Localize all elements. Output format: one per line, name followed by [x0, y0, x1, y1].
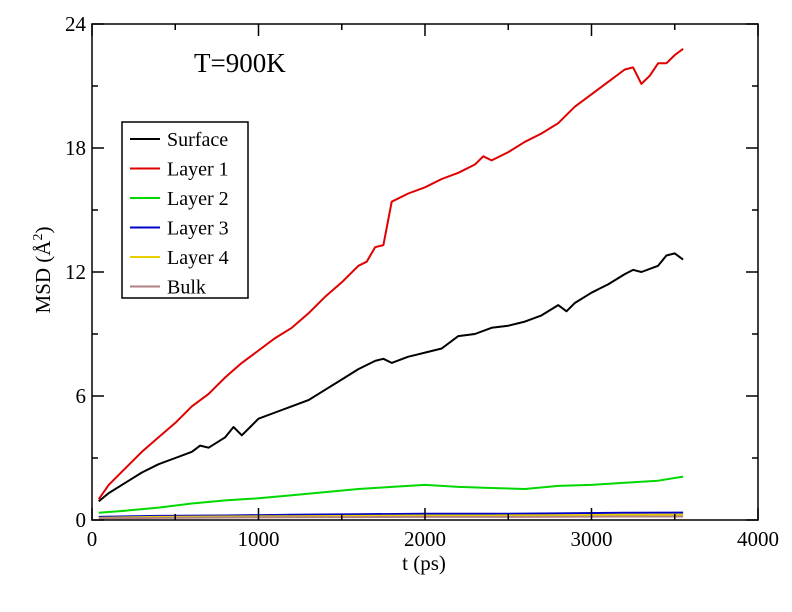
x-axis-label: t (ps): [402, 551, 446, 575]
axis-ticks: 0 1000 2000 3000 4000 0 6 12 18 24: [65, 12, 779, 551]
y-tick-label: 6: [76, 384, 87, 408]
y-axis-label-sup: 2: [31, 234, 46, 241]
series-line-layer-2: [98, 475, 684, 514]
y-axis-label: MSD (Å2): [31, 227, 55, 314]
legend-label-layer-2: Layer 2: [167, 188, 229, 210]
y-axis-label-unit: Å: [31, 240, 55, 256]
x-tick-label: 2000: [404, 527, 446, 551]
x-tick-label: 0: [87, 527, 98, 551]
legend-items: Surface Layer 1 Layer 2 Layer 3 Layer 4 Bulk: [130, 129, 229, 299]
series-line-surface: [98, 252, 684, 503]
legend-box: [121, 121, 249, 299]
y-axis-label-main: MSD (: [31, 256, 55, 314]
legend: Surface Layer 1 Layer 2 Layer 3 Layer 4 Bulk: [121, 121, 249, 299]
y-tick-label: 12: [65, 260, 86, 284]
series-layer: [97, 47, 684, 520]
y-tick-label: 18: [65, 136, 86, 160]
x-tick-label: 1000: [238, 527, 280, 551]
x-tick-label: 4000: [737, 527, 779, 551]
legend-label-bulk: Bulk: [167, 277, 206, 299]
legend-label-layer-4: Layer 4: [167, 247, 229, 269]
y-tick-label: 24: [65, 12, 87, 36]
legend-label-layer-1: Layer 1: [167, 159, 229, 181]
x-tick-label: 3000: [571, 527, 613, 551]
annotation-text: T=900K: [194, 48, 286, 78]
legend-label-layer-3: Layer 3: [167, 218, 229, 240]
y-axis-label-close: ): [31, 227, 55, 234]
y-tick-label: 0: [76, 508, 87, 532]
legend-label-surface: Surface: [167, 129, 228, 151]
series-line-layer-1: [97, 47, 684, 500]
series-line-bulk: [98, 515, 684, 520]
